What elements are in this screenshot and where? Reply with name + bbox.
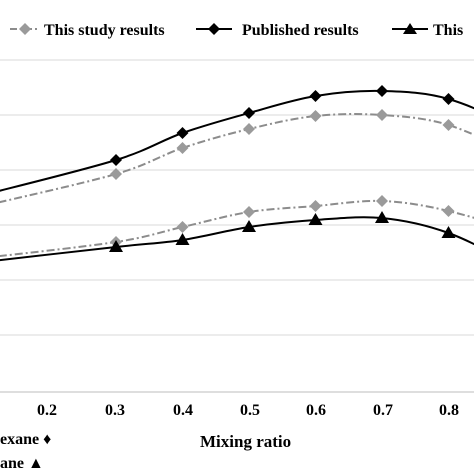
x-tick-label: 0.7	[373, 402, 393, 419]
series-3-point	[308, 213, 323, 225]
series-3-point	[441, 226, 456, 238]
series-1-point	[176, 127, 189, 139]
legend-marker-triangle-black	[403, 23, 417, 34]
legend-label-this: This	[433, 22, 463, 39]
series-2-point	[309, 200, 322, 212]
series-1-point	[309, 90, 322, 102]
series-1-point	[110, 154, 122, 166]
series-0-point	[176, 142, 189, 154]
x-axis-title: Mixing ratio	[200, 432, 291, 451]
series-line-0	[0, 113, 474, 204]
series-0-point	[110, 168, 122, 180]
legend-label-this-study: This study results	[44, 22, 165, 39]
series-0-point	[442, 119, 455, 131]
note-exane: exane ♦	[0, 431, 51, 448]
x-tick-labels: 0.2 0.3 0.4 0.5 0.6 0.7 0.8	[37, 402, 459, 419]
series-1-point	[442, 93, 455, 105]
series-0-point	[376, 109, 388, 121]
series-1-point	[243, 107, 255, 119]
x-tick-label: 0.2	[37, 402, 57, 419]
legend-marker-diamond-gray	[19, 23, 31, 35]
legend: This study results Published results Thi…	[10, 22, 463, 39]
series-2-point	[243, 206, 255, 218]
x-tick-label: 0.5	[240, 402, 260, 419]
x-tick-label: 0.3	[105, 402, 125, 419]
series-3-point	[109, 240, 123, 252]
x-tick-label: 0.4	[173, 402, 193, 419]
x-tick-label: 0.8	[439, 402, 459, 419]
series-2-point	[176, 221, 189, 233]
legend-marker-diamond-black	[208, 23, 220, 35]
series-0-point	[309, 110, 322, 122]
series-3-point	[375, 211, 389, 223]
series-2-point	[376, 195, 388, 207]
note-ane: ane ▲	[0, 455, 44, 472]
series-2-point	[442, 205, 455, 217]
legend-label-published: Published results	[242, 22, 359, 39]
series-1-point	[376, 85, 388, 97]
markers-layer	[109, 85, 456, 252]
x-tick-label: 0.6	[306, 402, 326, 419]
series-3-point	[242, 220, 256, 232]
series-0-point	[243, 123, 255, 135]
series-3-point	[175, 233, 190, 245]
